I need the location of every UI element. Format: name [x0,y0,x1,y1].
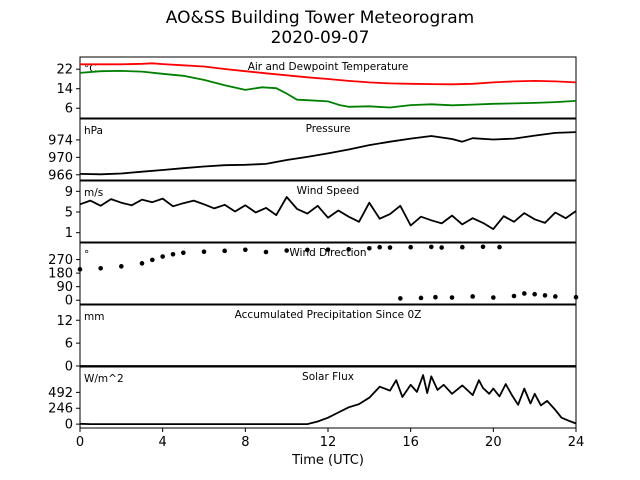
x-tick-label: 16 [402,435,419,450]
y-tick-label: 1 [65,226,73,241]
data-point [418,295,424,301]
data-point [553,294,558,299]
data-point [181,250,186,256]
data-point [429,244,434,250]
series-line [79,374,577,426]
y-tick-label: 180 [48,267,73,282]
y-tick-label: 0 [65,360,73,375]
data-point [201,249,207,255]
y-tick-label: 270 [48,253,73,268]
panel-unit: m/s [84,187,103,199]
data-point [222,248,227,254]
data-point [160,254,165,259]
panel-title: Air and Dewpoint Temperature [248,61,409,73]
data-point [532,291,537,297]
data-point [387,245,393,250]
series-line [79,196,577,231]
data-point [305,247,310,253]
panel-unit: hPa [84,125,103,137]
x-axis-label: Time (UTC) [292,453,364,468]
data-point [408,244,413,250]
panel-title: Solar Flux [302,371,354,383]
y-tick-label: 6 [65,337,73,352]
series-line [79,131,577,176]
panel-title: Wind Speed [297,185,360,197]
panel-unit: mm [84,311,104,323]
data-point [139,261,145,266]
series-line [80,62,577,86]
data-point [491,295,496,300]
panel-unit: ° [84,249,89,261]
data-point [449,295,455,300]
x-tick-label: 4 [159,435,167,450]
y-tick-label: 5 [65,206,73,221]
data-point [433,294,438,300]
x-tick-label: 0 [76,435,84,450]
data-point [263,249,269,255]
data-point [243,247,248,253]
data-point [77,267,83,272]
panel-title: Accumulated Precipitation Since 0Z [235,309,422,321]
panel-frame [79,56,577,119]
data-point [439,245,444,250]
x-tick-label: 20 [485,435,502,450]
y-tick-label: 966 [48,168,73,183]
panel-frame [79,118,577,181]
data-point [573,294,579,300]
y-tick-label: 6 [65,102,73,117]
chart-title: AO&SS Building Tower Meteorogram [165,8,475,28]
data-point [150,257,155,263]
y-tick-label: 22 [56,63,73,78]
data-point [367,245,372,251]
data-point [511,293,517,299]
y-tick-label: 974 [48,133,73,148]
y-tick-label: 0 [65,294,73,309]
y-tick-label: 970 [48,151,73,166]
x-tick-label: 12 [320,435,337,450]
y-tick-label: 0 [65,418,73,433]
panel-unit: W/m^2 [84,373,124,385]
series-line [79,70,577,109]
y-tick-label: 90 [56,280,73,295]
data-point [325,247,331,252]
data-point [460,244,465,250]
data-point [542,293,548,298]
y-tick-label: 492 [48,386,73,401]
y-tick-label: 246 [48,402,73,417]
y-tick-label: 12 [56,314,73,329]
y-tick-label: 14 [56,82,73,97]
y-tick-label: 9 [65,185,73,200]
data-point [377,244,382,250]
data-point [480,244,486,250]
data-point [98,266,103,271]
x-tick-label: 8 [241,435,249,450]
data-point [522,291,527,296]
panel-title: Pressure [306,123,351,135]
x-tick-label: 24 [568,435,585,450]
data-point [470,294,475,299]
chart-subtitle: 2020-09-07 [270,28,370,48]
data-point [346,247,351,252]
data-point [119,264,124,269]
data-point [284,248,289,253]
data-point [497,244,502,250]
data-point [398,296,403,301]
data-point [170,251,176,257]
